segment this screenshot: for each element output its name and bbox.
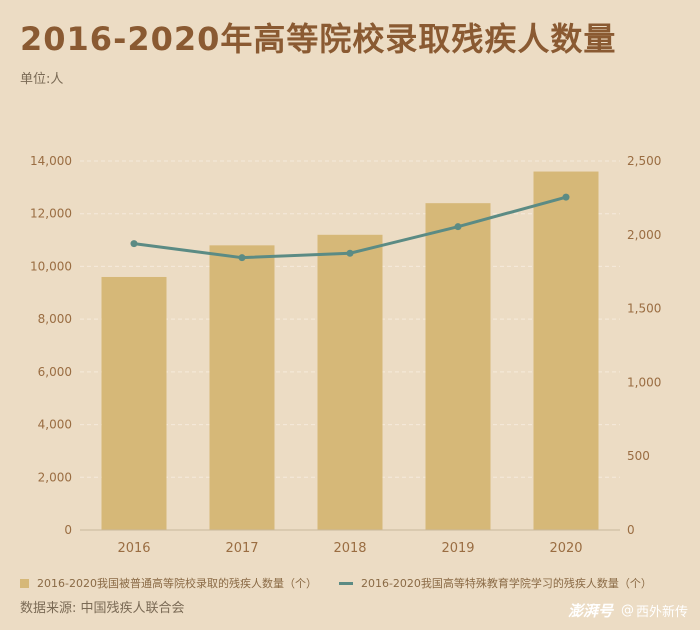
bar [425,203,491,530]
brand-account: 西外新传 [635,605,688,620]
bar [317,234,383,531]
left-tick-label: 4,000 [38,418,72,432]
left-tick-label: 10,000 [30,259,72,273]
right-tick-label: 1,500 [627,302,661,316]
bar [209,245,275,531]
x-tick-label: 2016 [117,541,150,556]
legend-item-bar: 2016-2020我国被普通高等院校录取的残疾人数量（个） [20,575,317,591]
chart: 0 2,000 4,000 6,000 8,000 10,000 12,000 14,000 0… [30,154,661,556]
source-note: 数据来源: 中国残疾人联合会 [20,601,185,616]
x-tick-label: 2018 [333,541,366,556]
legend-label-bar: 2016-2020我国被普通高等院校录取的残疾人数量（个） [37,577,317,590]
right-tick-label: 2,500 [627,154,661,168]
line-point [562,193,570,201]
bar [101,276,167,530]
left-tick-label: 6,000 [38,365,72,379]
chart-title: 2016-2020年高等院校录取残疾人数量 [20,20,617,58]
bar [533,171,599,531]
x-tick-label: 2019 [441,541,474,556]
left-tick-label: 2,000 [38,470,72,484]
brand-watermark: 澎湃号 @ 西外新传 [568,600,688,621]
right-tick-label: 0 [627,523,635,537]
line-point [238,254,246,262]
right-tick-label: 1,000 [627,375,661,389]
unit-label: 单位:人 [20,72,64,87]
legend-item-line: 2016-2020我国高等特殊教育学院学习的残疾人数量（个） [338,575,652,591]
x-tick-label: 2017 [225,541,258,556]
left-tick-label: 8,000 [38,312,72,326]
line-point [346,249,354,257]
brand-at: @ [620,603,634,618]
x-tick-label: 2020 [549,541,582,556]
legend: 2016-2020我国被普通高等院校录取的残疾人数量（个） 2016-2020我… [20,575,674,591]
right-tick-label: 2,000 [627,228,661,242]
left-tick-label: 12,000 [30,207,72,221]
right-tick-label: 500 [627,449,650,463]
brand-name: 澎湃号 [567,602,613,620]
left-tick-label: 14,000 [30,154,72,168]
left-tick-label: 0 [64,523,72,537]
legend-swatch-bar [20,578,29,588]
line-point [130,240,138,248]
line-point [454,223,462,231]
legend-label-line: 2016-2020我国高等特殊教育学院学习的残疾人数量（个） [360,577,652,590]
legend-swatch-line [338,581,353,585]
